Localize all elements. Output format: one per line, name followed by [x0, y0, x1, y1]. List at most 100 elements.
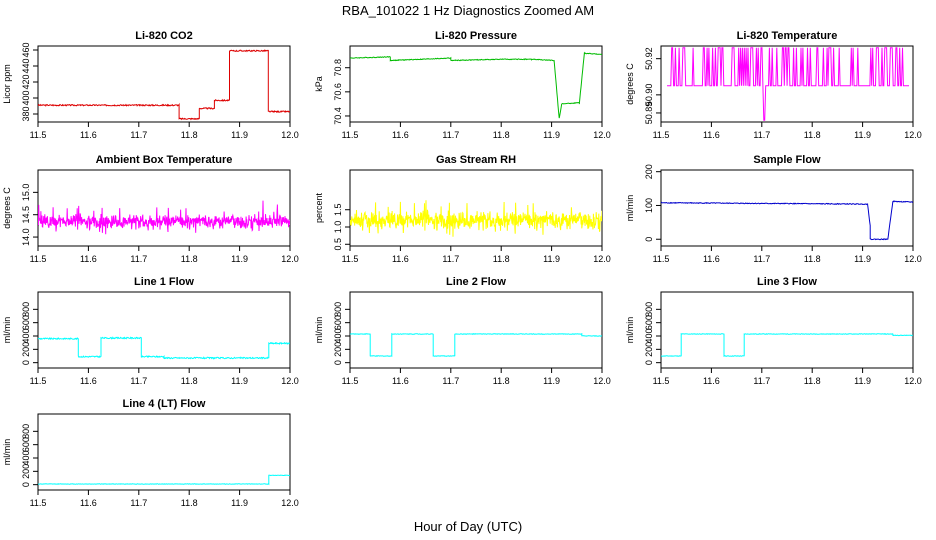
- y-tick-label: 800: [644, 302, 654, 317]
- y-tick-label: 440: [21, 58, 31, 73]
- x-tick-label: 11.8: [493, 130, 510, 140]
- y-axis-label: degrees C: [625, 63, 635, 105]
- series-line: [350, 51, 602, 119]
- x-tick-label: 11.5: [653, 254, 670, 264]
- x-tick-label: 11.9: [854, 130, 871, 140]
- y-tick-label: 400: [333, 328, 343, 343]
- x-tick-label: 11.7: [130, 254, 147, 264]
- series-line: [667, 47, 909, 121]
- plot-frame: [349, 45, 603, 123]
- plot-frame: [37, 291, 291, 369]
- x-tick-label: 11.6: [392, 376, 409, 386]
- panel-4: Ambient Box Temperature degrees C 11.5 11.6…: [2, 154, 299, 264]
- y-tick-label: 14.0: [21, 228, 31, 246]
- panel-title: Li-820 Temperature: [737, 30, 838, 42]
- y-tick-label: 600: [333, 315, 343, 330]
- x-tick-label: 11.7: [130, 130, 147, 140]
- x-tick-label: 11.7: [442, 254, 459, 264]
- y-tick-label: 600: [21, 437, 31, 452]
- x-tick-label: 11.6: [80, 498, 97, 508]
- panel-title: Line 2 Flow: [446, 276, 506, 288]
- y-tick-label: 600: [644, 315, 654, 330]
- x-tick-label: 11.5: [653, 130, 670, 140]
- plot-frame: [660, 45, 914, 123]
- y-axis-label: ml/min: [625, 195, 635, 222]
- series-line: [661, 332, 913, 358]
- plot-frame: [660, 169, 914, 247]
- x-tick-label: 12.0: [904, 254, 922, 264]
- series-line: [350, 332, 602, 357]
- panel-title: Ambient Box Temperature: [96, 154, 233, 166]
- x-tick-label: 11.6: [392, 254, 409, 264]
- x-tick-label: 11.5: [342, 376, 359, 386]
- y-tick-label: 380: [21, 106, 31, 121]
- y-tick-label: 50.89: [644, 102, 654, 125]
- panel-6: Sample Flow ml/min 11.5 11.6 11.7 11.8 11.9 12.…: [625, 154, 922, 264]
- x-tick-label: 11.6: [80, 254, 97, 264]
- plot-frame: [37, 169, 291, 247]
- x-tick-label: 11.8: [181, 130, 198, 140]
- y-axis-label: ml/min: [2, 439, 12, 466]
- y-tick-label: 400: [21, 90, 31, 105]
- x-tick-label: 11.5: [30, 130, 47, 140]
- y-tick-label: 14.5: [21, 206, 31, 224]
- x-tick-label: 11.5: [30, 498, 47, 508]
- x-tick-label: 12.0: [904, 130, 922, 140]
- x-tick-label: 12.0: [593, 254, 611, 264]
- x-tick-label: 11.9: [854, 254, 871, 264]
- x-tick-label: 11.5: [342, 254, 359, 264]
- x-tick-label: 11.5: [653, 376, 670, 386]
- panel-title: Line 4 (LT) Flow: [123, 398, 206, 410]
- x-tick-label: 11.7: [130, 376, 147, 386]
- y-axis-label: ml/min: [2, 317, 12, 344]
- x-tick-label: 12.0: [904, 376, 922, 386]
- y-tick-label: 800: [21, 302, 31, 317]
- y-tick-label: 200: [644, 342, 654, 357]
- y-axis-label: kPa: [314, 76, 324, 92]
- series-line: [38, 474, 290, 486]
- y-tick-label: 0: [21, 482, 31, 487]
- series-line: [350, 200, 602, 237]
- panel-title: Sample Flow: [753, 154, 821, 166]
- y-tick-label: 15.0: [21, 184, 31, 202]
- x-tick-label: 11.9: [231, 376, 248, 386]
- panel-2: Li-820 Pressure kPa 11.5 11.6 11.7 11.8 11.9 12…: [314, 30, 611, 140]
- x-tick-label: 11.9: [231, 130, 248, 140]
- x-tick-label: 12.0: [593, 376, 611, 386]
- x-tick-label: 11.9: [543, 130, 560, 140]
- y-tick-label: 800: [21, 424, 31, 439]
- x-tick-label: 11.8: [493, 254, 510, 264]
- x-tick-label: 11.6: [703, 130, 720, 140]
- panel-10: Line 4 (LT) Flow ml/min 11.5 11.6 11.7 11.8 11…: [2, 398, 299, 508]
- y-axis-label: Licor ppm: [2, 64, 12, 104]
- figure-xlabel: Hour of Day (UTC): [414, 519, 522, 534]
- x-tick-label: 11.8: [181, 254, 198, 264]
- y-tick-label: 800: [333, 302, 343, 317]
- y-axis-label: percent: [314, 192, 324, 223]
- y-tick-label: 400: [21, 328, 31, 343]
- x-tick-label: 11.8: [181, 376, 198, 386]
- y-axis-label: ml/min: [314, 317, 324, 344]
- x-tick-label: 11.9: [231, 498, 248, 508]
- x-tick-label: 12.0: [593, 130, 611, 140]
- series-line: [38, 336, 290, 360]
- x-tick-label: 11.6: [80, 130, 97, 140]
- plot-frame: [37, 45, 291, 123]
- x-tick-label: 12.0: [281, 130, 299, 140]
- x-tick-label: 11.9: [854, 376, 871, 386]
- x-tick-label: 11.9: [231, 254, 248, 264]
- x-tick-label: 12.0: [281, 254, 299, 264]
- y-tick-label: 50.92: [644, 47, 654, 70]
- panel-3: Li-820 Temperature degrees C 11.5 11.6 11.7 1…: [625, 30, 922, 140]
- x-tick-label: 12.0: [281, 498, 299, 508]
- x-tick-label: 11.6: [392, 130, 409, 140]
- y-tick-label: 0.5: [333, 238, 343, 251]
- y-tick-label: 200: [644, 164, 654, 179]
- plot-frame: [37, 413, 291, 491]
- x-tick-label: 11.7: [753, 376, 770, 386]
- y-tick-label: 70.8: [333, 59, 343, 77]
- series-line: [661, 200, 913, 241]
- x-tick-label: 11.8: [493, 376, 510, 386]
